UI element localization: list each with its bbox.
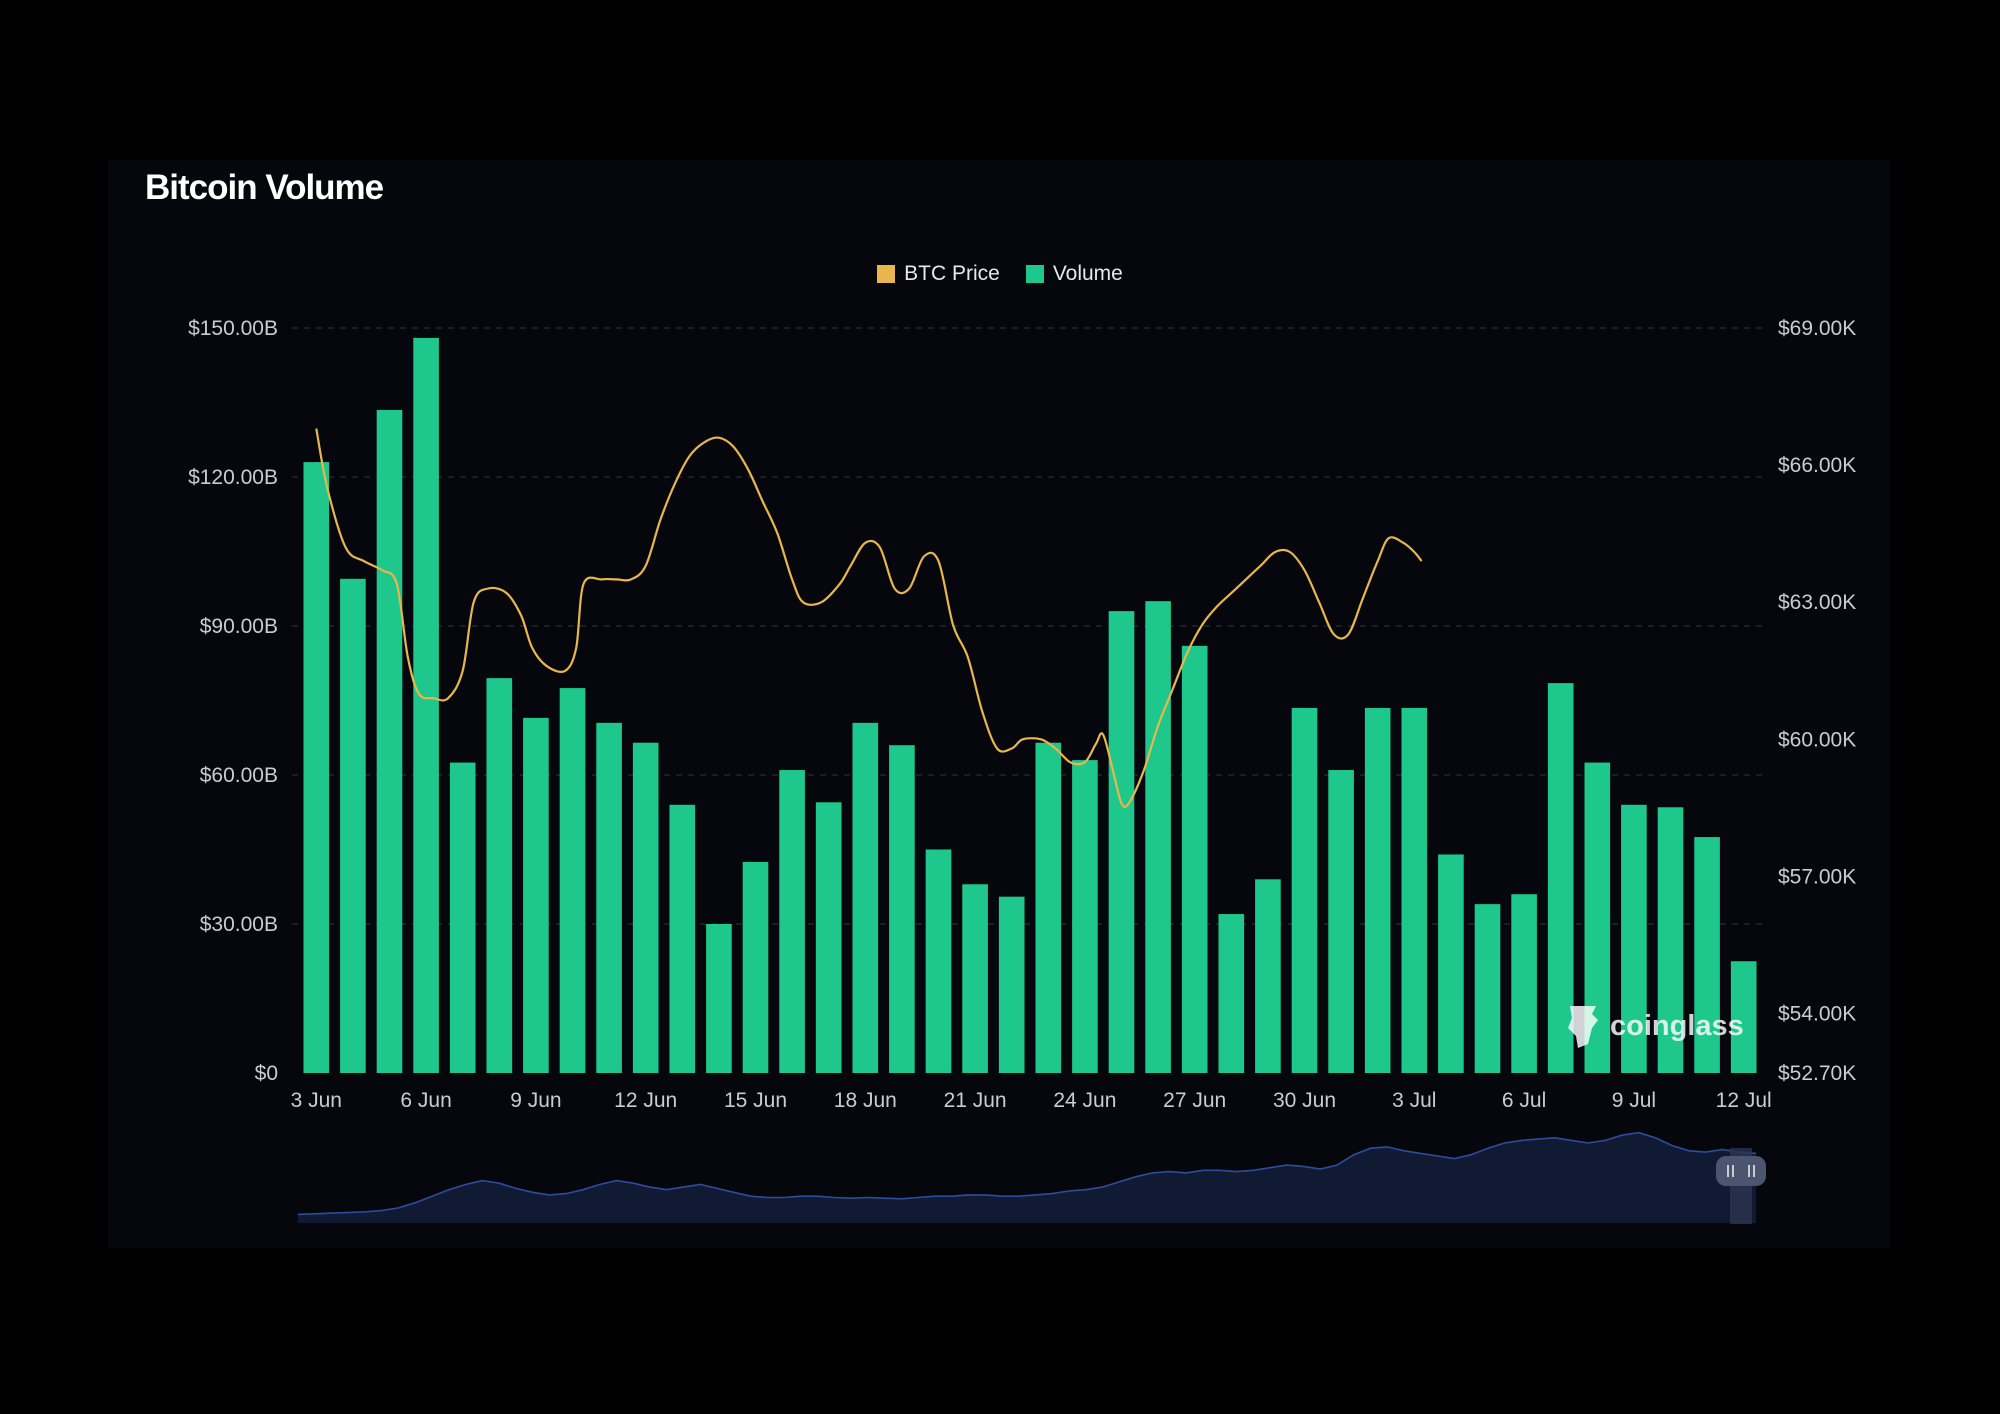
watermark-text: coinglass [1610, 1009, 1744, 1042]
volume-bar [632, 742, 659, 1073]
volume-bar [1730, 961, 1757, 1073]
legend-item-btc-price[interactable]: BTC Price [877, 262, 1000, 286]
y-right-tick-label: $60.00K [1778, 728, 1856, 751]
volume-bar [1072, 760, 1098, 1073]
volume-bar [449, 762, 476, 1073]
volume-bar [815, 802, 842, 1073]
volume-bar [376, 409, 403, 1073]
y-right-tick-label: $66.00K [1778, 454, 1856, 477]
x-tick-label: 15 Jun [724, 1089, 787, 1112]
legend-label-btc-price: BTC Price [904, 262, 1000, 285]
y-left-tick-label: $30.00B [200, 913, 278, 936]
volume-bar [523, 717, 549, 1073]
x-tick-label: 12 Jul [1716, 1089, 1772, 1112]
volume-bar [1364, 707, 1391, 1073]
volume-bar [669, 804, 696, 1073]
volume-bar [596, 722, 622, 1073]
coinglass-logo-icon [1568, 1006, 1598, 1048]
y-left-tick-label: $0 [255, 1062, 278, 1085]
volume-bar [559, 688, 586, 1073]
legend-item-volume[interactable]: Volume [1025, 262, 1123, 286]
chart-title: Bitcoin Volume [145, 168, 384, 207]
x-tick-label: 18 Jun [834, 1089, 897, 1112]
y-right-tick-label: $57.00K [1778, 865, 1856, 888]
volume-bar [486, 678, 513, 1073]
volume-bar [1035, 742, 1062, 1073]
volume-bar [1547, 683, 1574, 1073]
volume-bar [1108, 611, 1135, 1073]
coinglass-watermark: coinglass [1562, 1002, 1744, 1050]
x-tick-label: 27 Jun [1163, 1089, 1226, 1112]
chart-legend: BTC Price Volume [0, 262, 2000, 286]
volume-bar [1401, 707, 1428, 1073]
y-left-tick-label: $120.00B [188, 466, 278, 489]
volume-bar [889, 745, 915, 1073]
volume-bar [742, 861, 769, 1073]
x-tick-label: 30 Jun [1273, 1089, 1336, 1112]
volume-bar [1291, 707, 1318, 1073]
x-tick-label: 6 Jul [1502, 1089, 1546, 1112]
volume-bar [925, 849, 952, 1073]
x-tick-label: 9 Jul [1612, 1089, 1656, 1112]
x-tick-label: 3 Jun [291, 1089, 342, 1112]
navigator-handle[interactable] [1716, 1156, 1766, 1186]
y-right-tick-label: $69.00K [1778, 317, 1856, 340]
x-tick-label: 12 Jun [614, 1089, 677, 1112]
volume-bar [962, 884, 988, 1073]
volume-bar [852, 722, 879, 1073]
volume-bar [1328, 770, 1354, 1073]
y-right-tick-label: $54.00K [1778, 1003, 1856, 1026]
x-tick-label: 9 Jun [510, 1089, 561, 1112]
y-left-tick-label: $150.00B [188, 317, 278, 340]
volume-bar [1694, 837, 1720, 1073]
volume-bar [779, 770, 805, 1073]
x-tick-label: 3 Jul [1392, 1089, 1436, 1112]
volume-bar [413, 337, 439, 1073]
legend-swatch-btc-price [877, 265, 896, 283]
volume-bar [1181, 645, 1208, 1073]
legend-label-volume: Volume [1052, 262, 1123, 285]
navigator-area [298, 1132, 1756, 1223]
y-right-tick-label: $52.70K [1778, 1062, 1856, 1085]
volume-bar [1255, 879, 1281, 1073]
volume-bar [1657, 807, 1684, 1073]
btc-price-line [315, 428, 1423, 809]
volume-bar [1438, 854, 1464, 1073]
y-right-tick-label: $63.00K [1778, 591, 1856, 614]
legend-swatch-volume [1025, 265, 1044, 283]
y-left-tick-label: $60.00B [200, 764, 278, 787]
volume-bar [1218, 914, 1245, 1073]
volume-bar [998, 896, 1025, 1073]
navigator-line [297, 1131, 1757, 1216]
volume-bar [340, 578, 366, 1073]
x-tick-label: 24 Jun [1053, 1089, 1116, 1112]
volume-bar [1474, 904, 1501, 1073]
volume-bar [1621, 804, 1647, 1073]
volume-bar [303, 462, 330, 1074]
x-tick-label: 21 Jun [944, 1089, 1007, 1112]
volume-bar [706, 924, 732, 1073]
x-tick-label: 6 Jun [400, 1089, 451, 1112]
y-left-tick-label: $90.00B [200, 615, 278, 638]
volume-bar [1511, 894, 1537, 1073]
volume-bar [1145, 601, 1171, 1073]
